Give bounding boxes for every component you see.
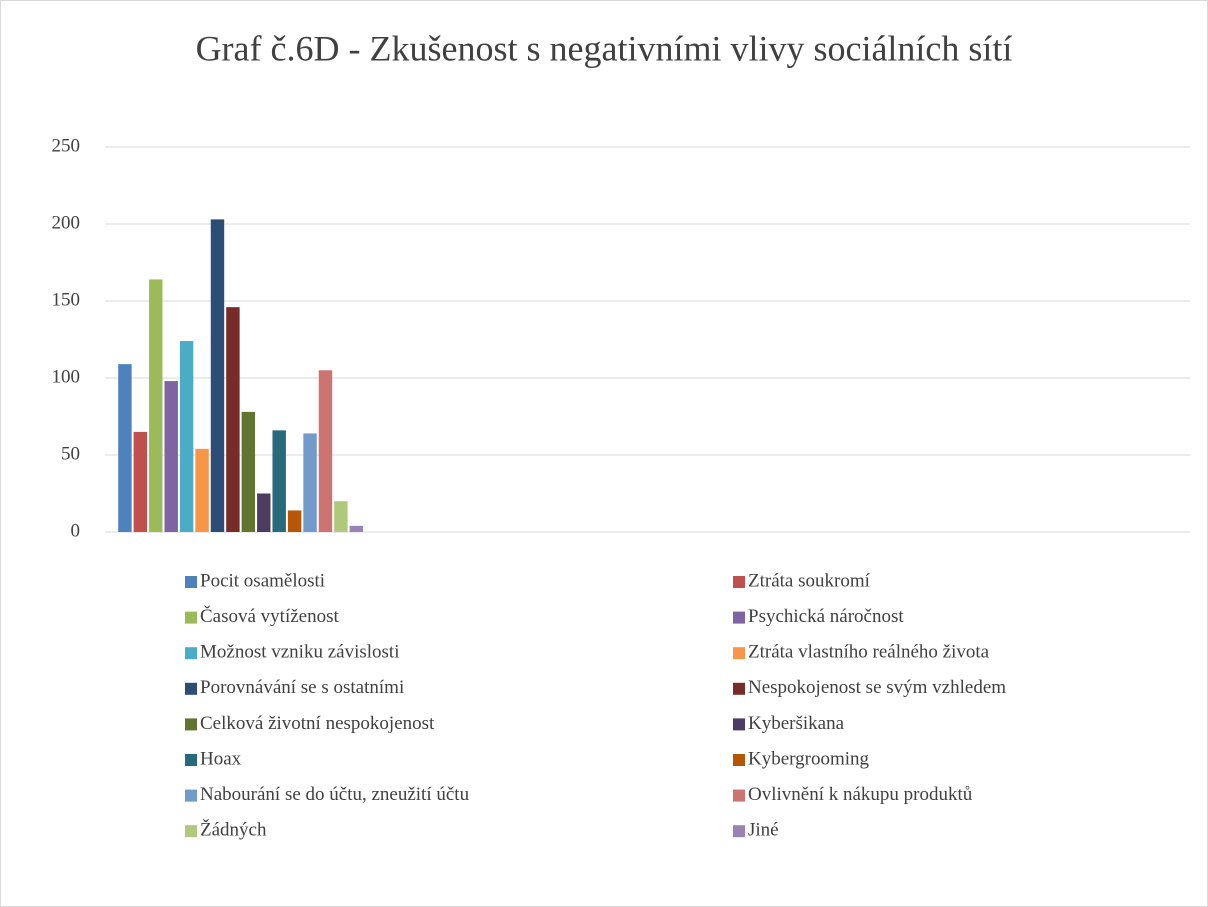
legend-swatch <box>185 576 197 588</box>
legend-swatch <box>185 647 197 660</box>
bar <box>164 381 178 532</box>
legend-label: Kybergrooming <box>748 748 870 769</box>
bar <box>318 370 333 532</box>
legend-swatch <box>733 754 745 766</box>
legend-swatch <box>185 754 197 766</box>
legend-label: Ztráta vlastního reálného života <box>748 642 990 663</box>
bar <box>349 525 364 532</box>
legend-swatch <box>733 576 745 588</box>
legend-swatch <box>733 682 745 695</box>
legend-swatch <box>733 611 745 624</box>
legend-label: Pocit osamělosti <box>200 570 325 591</box>
bar <box>272 430 286 532</box>
legend-label: Psychická náročnost <box>748 606 904 627</box>
legend-label: Nabourání se do účtu, zneužití účtu <box>200 784 470 805</box>
y-tick-label: 150 <box>52 289 81 310</box>
chart-title: Graf č.6D - Zkušenost s negativními vliv… <box>196 28 1013 68</box>
bar <box>303 433 317 532</box>
y-tick-label: 50 <box>61 443 80 464</box>
bar <box>257 493 271 532</box>
y-tick-label: 100 <box>52 366 81 387</box>
legend-label: Celková životní nespokojenost <box>200 713 435 734</box>
bar <box>149 279 163 532</box>
legend-swatch <box>185 825 197 838</box>
legend-label: Časová vytíženost <box>200 605 340 627</box>
bar <box>195 448 209 532</box>
bar <box>287 510 302 532</box>
y-tick-label: 0 <box>71 520 81 541</box>
legend-label: Hoax <box>200 748 242 769</box>
legend-label: Jiné <box>748 820 779 841</box>
legend-swatch <box>185 611 197 624</box>
bar <box>241 411 256 532</box>
legend-label: Porovnávání se s ostatními <box>200 677 404 698</box>
legend-swatch <box>733 647 745 660</box>
y-tick-label: 200 <box>52 212 81 233</box>
legend-label: Ovlivnění k nákupu produktů <box>748 784 973 805</box>
legend-label: Nespokojenost se svým vzhledem <box>748 677 1006 698</box>
legend-swatch <box>733 718 745 731</box>
bar <box>133 431 148 532</box>
legend-swatch <box>185 682 197 695</box>
legend-swatch <box>733 789 745 802</box>
bar <box>210 219 225 532</box>
legend-swatch <box>185 789 197 802</box>
legend-label: Možnost vzniku závislosti <box>200 642 399 663</box>
legend-swatch <box>733 825 745 838</box>
legend-swatch <box>185 718 197 731</box>
y-tick-label: 250 <box>52 135 81 156</box>
bar <box>118 364 132 532</box>
bar <box>334 501 348 532</box>
legend-label: Žádných <box>200 819 267 841</box>
bar <box>179 341 194 532</box>
legend-label: Kyberšikana <box>748 713 845 734</box>
bar <box>226 307 240 532</box>
legend-label: Ztráta soukromí <box>748 570 871 591</box>
